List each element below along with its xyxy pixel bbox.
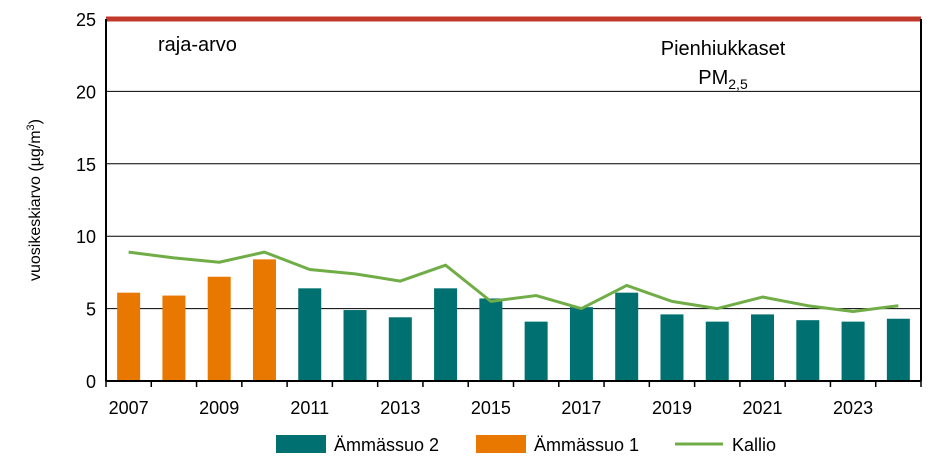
legend-swatch-ammassuo1 [476,435,526,453]
y-tick-label: 10 [76,227,96,247]
ylabel-end: ) [27,119,44,124]
kallio-line [128,250,899,313]
x-tick-label: 2011 [290,398,329,418]
bar-ämmässuo-2-2015 [479,298,503,381]
legend: Ämmässuo 2 Ämmässuo 1 Kallio [276,435,776,455]
bar-ämmässuo-2-2021 [751,314,775,381]
bars [117,259,910,381]
x-tick-label: 2017 [561,398,601,418]
bar-ämmässuo-2-2017 [569,307,593,381]
bar-ämmässuo-2-2012 [343,310,367,381]
y-tick-label: 20 [76,82,96,102]
bar-ämmässuo-1-2009 [207,276,231,381]
y-tick-label: 15 [76,155,96,175]
axes [105,19,922,387]
bar-ämmässuo-2-2023 [841,321,865,381]
bar-ämmässuo-2-2024 [886,318,910,381]
bar-ämmässuo-2-2013 [388,317,412,381]
y-axis-label: vuosikeskiarvo (µg/m3) [25,119,44,281]
kallio-line-group [128,250,899,313]
bar-ämmässuo-2-2020 [705,321,729,381]
subtitle-main: PM [698,67,728,89]
ylabel-main: vuosikeskiarvo (µg/m [27,130,44,281]
y-tick-labels: 0 5 10 15 20 25 [76,10,96,392]
x-tick-label: 2023 [833,398,873,418]
bar-ämmässuo-2-2018 [615,292,639,381]
legend-label-ammassuo2: Ämmässuo 2 [334,435,439,455]
y-tick-label: 0 [86,372,96,392]
bar-ämmässuo-2-2019 [660,314,684,381]
ylabel-sup: 3 [25,124,37,130]
x-tick-label: 2019 [652,398,692,418]
bar-ämmässuo-1-2007 [117,292,141,381]
y-tick-label: 25 [76,10,96,30]
y-tick-label: 5 [86,300,96,320]
legend-label-ammassuo1: Ämmässuo 1 [534,435,639,455]
bar-ämmässuo-1-2008 [162,295,186,381]
legend-swatch-ammassuo2 [276,435,326,453]
bar-ämmässuo-2-2014 [434,288,458,381]
gridlines [106,90,921,310]
bar-ämmässuo-2-2011 [298,288,322,381]
bar-ämmässuo-2-2022 [796,320,820,381]
x-tick-label: 2007 [109,398,149,418]
chart-subtitle: PM2,5 [698,67,748,92]
limit-label: raja-arvo [158,34,237,56]
x-tick-label: 2021 [743,398,783,418]
bar-ämmässuo-1-2010 [252,259,276,381]
legend-label-kallio: Kallio [732,435,776,455]
x-tick-labels: 2007 2009 2011 2013 2015 2017 2019 2021 2023 [109,398,873,418]
chart-title: Pienhiukkaset [661,38,786,60]
subtitle-sub: 2,5 [728,76,748,92]
x-tick-label: 2013 [380,398,420,418]
x-tick-label: 2015 [471,398,511,418]
bar-ämmässuo-2-2016 [524,321,548,381]
x-tick-label: 2009 [199,398,239,418]
